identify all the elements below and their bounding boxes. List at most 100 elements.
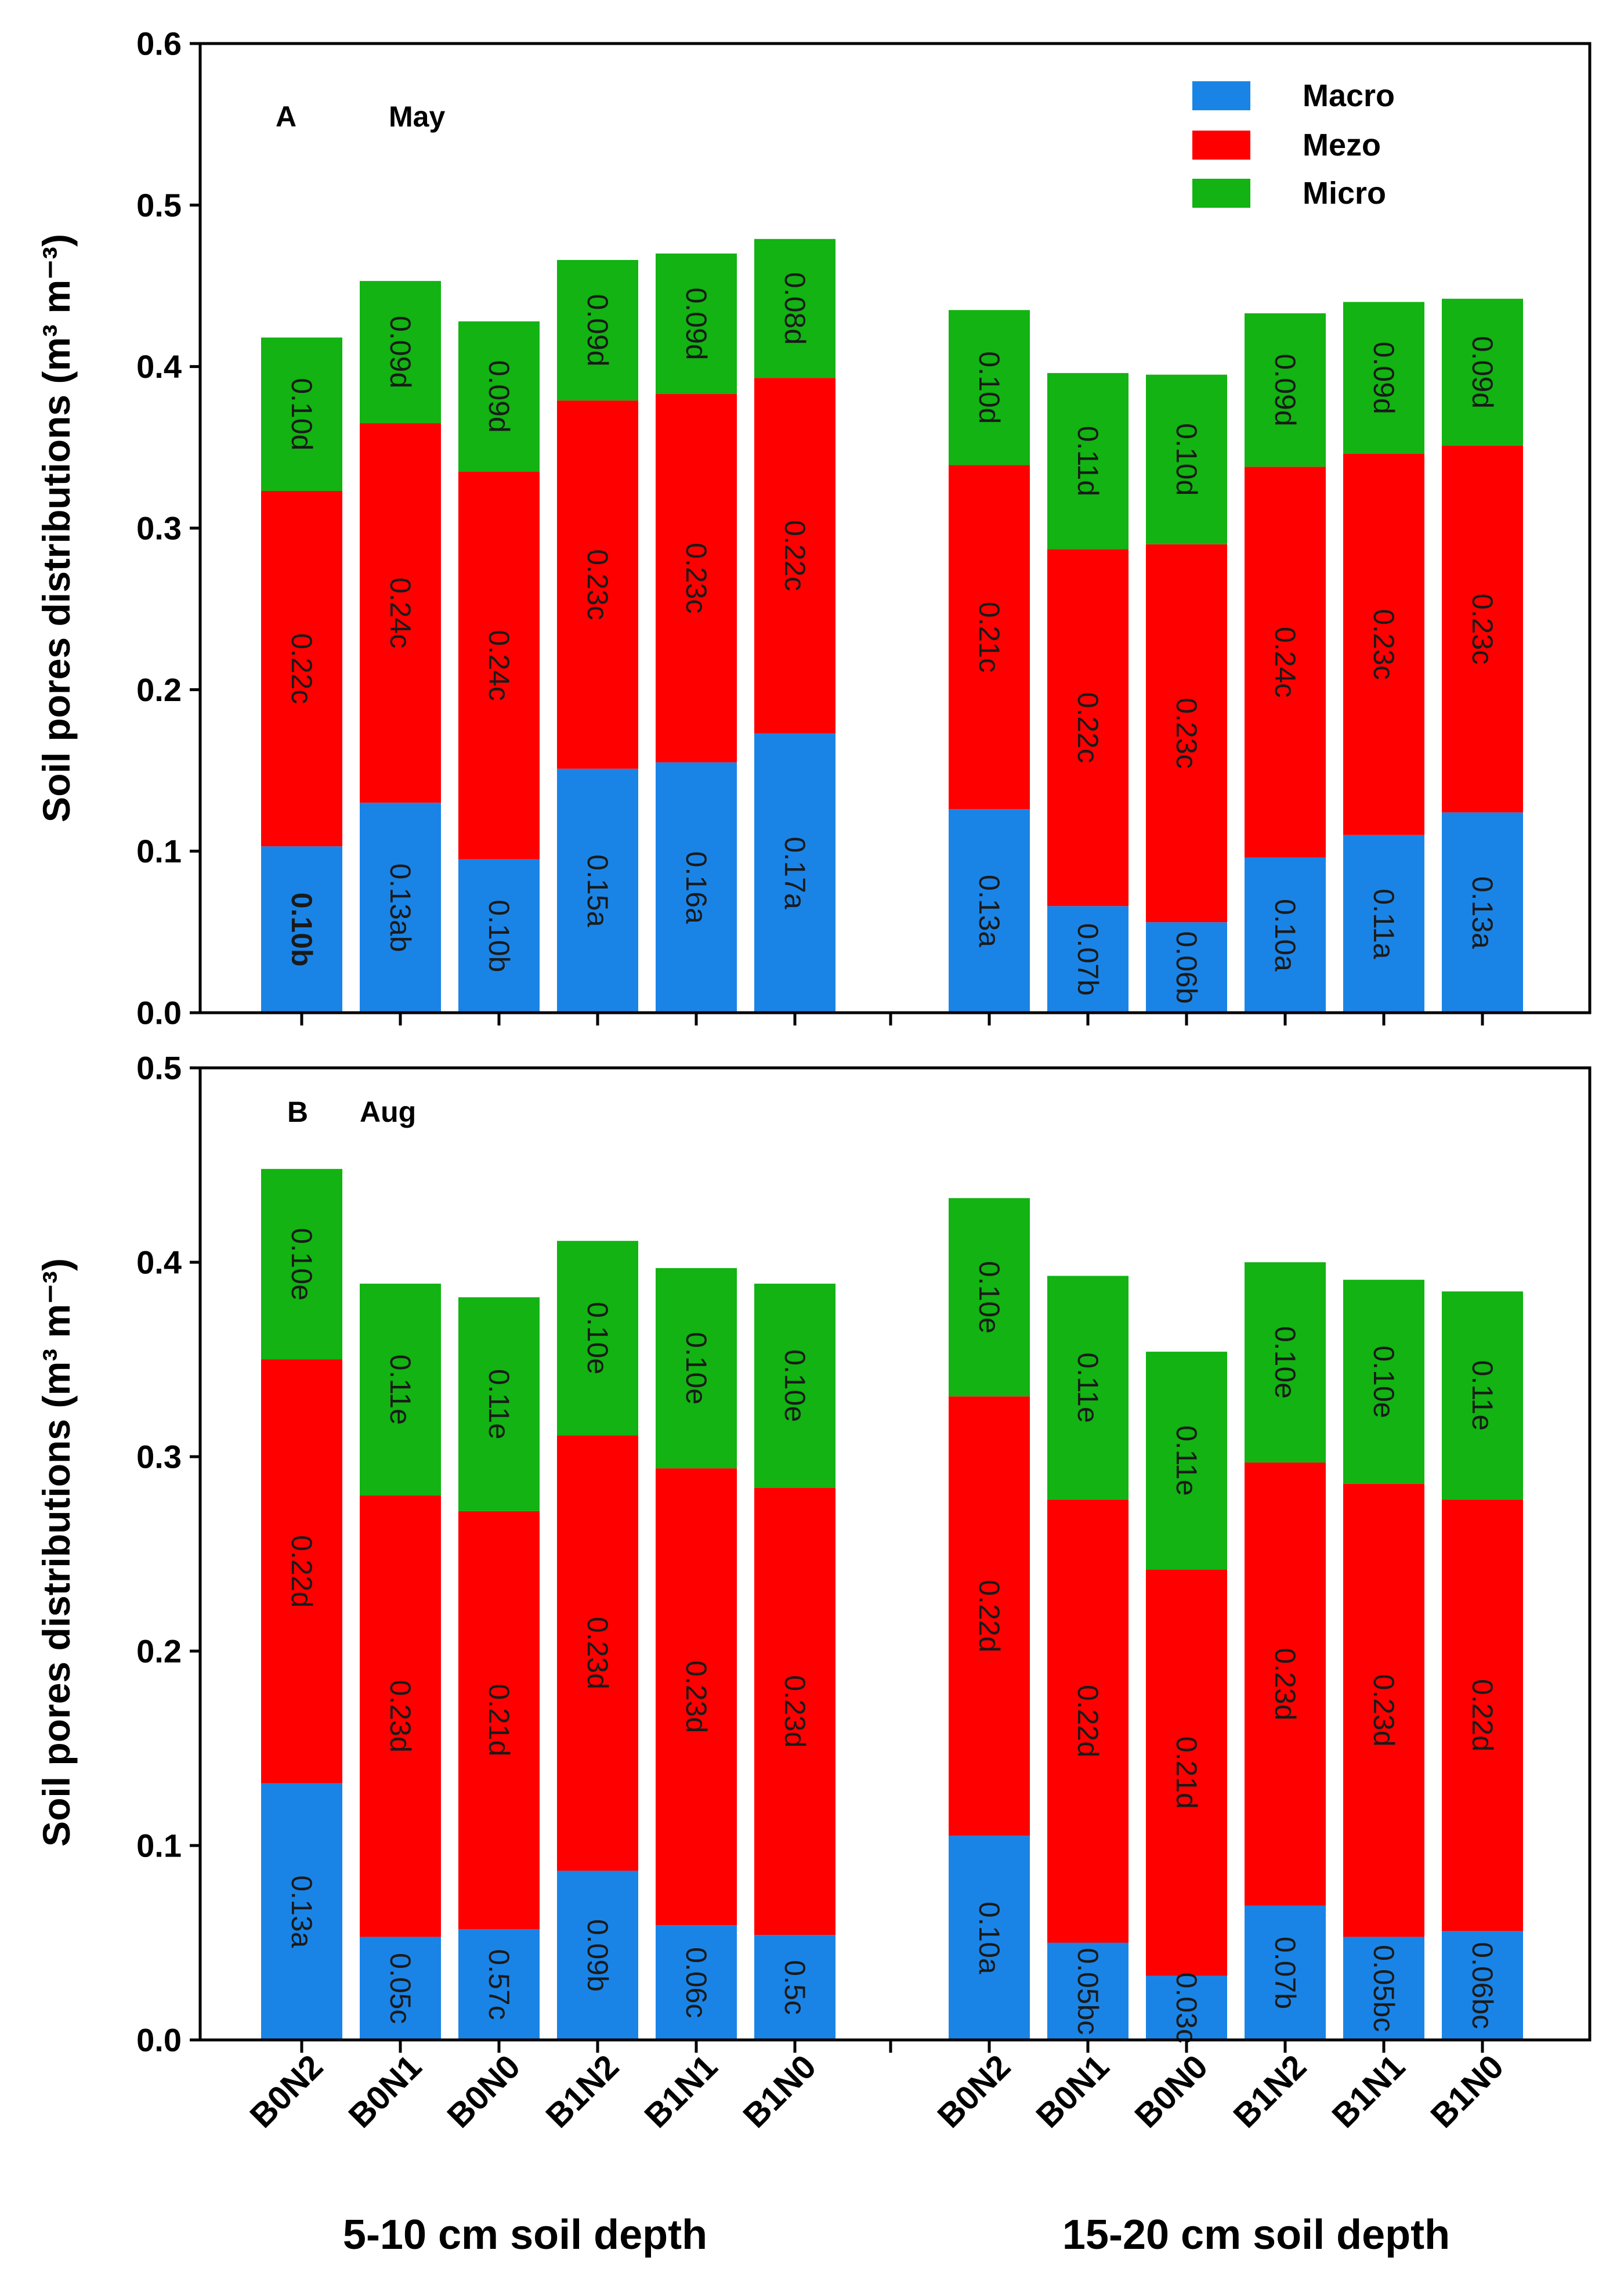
bar-segment-a-micro-10	[1245, 313, 1326, 467]
bar-segment-b-macro-9	[1146, 1976, 1227, 2040]
y-tick-label-b-0.2: 0.2	[136, 1633, 182, 1670]
y-tick-label-b-0.3: 0.3	[136, 1439, 182, 1475]
bar-segment-b-mezo-6	[754, 1487, 835, 1935]
bar-segment-a-macro-3	[458, 859, 540, 1013]
bar-segment-b-mezo-9	[1146, 1569, 1227, 1976]
bar-segment-a-mezo-5	[656, 393, 737, 763]
bar-segment-b-micro-1	[261, 1169, 342, 1360]
bar-label-b-macro-7: 0.10a	[973, 1902, 1005, 1974]
legend-swatch-mezo	[1192, 131, 1250, 160]
bar-label-a-micro-7: 0.10d	[973, 351, 1005, 424]
bar-label-b-micro-11: 0.10e	[1368, 1345, 1400, 1418]
bar-label-a-macro-8: 0.07b	[1072, 923, 1104, 996]
bar-segment-a-mezo-11	[1343, 453, 1424, 835]
bar-segment-b-micro-6	[754, 1283, 835, 1488]
bar-segment-b-mezo-12	[1442, 1499, 1523, 1931]
group-label-5-10cm: 5-10 cm soil depth	[343, 2212, 707, 2258]
bar-label-a-macro-9: 0.06b	[1170, 931, 1203, 1004]
bar-segment-b-mezo-5	[656, 1468, 737, 1926]
bar-segment-b-mezo-2	[360, 1496, 441, 1937]
bar-segment-a-micro-4	[557, 259, 638, 401]
y-tick-label-b-0.0: 0.0	[136, 2022, 182, 2059]
bar-segment-a-macro-4	[557, 768, 638, 1013]
panel-a-month: May	[389, 100, 445, 133]
bar-segment-a-mezo-4	[557, 400, 638, 769]
y-tick-label-a-0.4: 0.4	[136, 348, 182, 385]
bar-label-b-macro-5: 0.06c	[680, 1947, 712, 2018]
bar-segment-a-micro-11	[1343, 302, 1424, 454]
bar-segment-b-macro-3	[458, 1929, 540, 2040]
bar-label-b-mezo-10: 0.23d	[1269, 1648, 1301, 1720]
bar-segment-a-mezo-10	[1245, 467, 1326, 858]
bar-label-b-micro-3: 0.11e	[483, 1369, 515, 1439]
panel-a-bars	[261, 239, 1523, 1013]
bar-segment-a-micro-8	[1047, 373, 1129, 550]
bar-label-b-mezo-7: 0.22d	[973, 1580, 1005, 1652]
panel-a-y-axis-label: Soil pores distributions (m³ m⁻³)	[35, 234, 78, 822]
bar-label-b-micro-6: 0.10e	[779, 1349, 811, 1422]
bar-label-a-micro-3: 0.09d	[483, 360, 515, 433]
bar-label-b-micro-5: 0.10e	[680, 1332, 712, 1404]
bar-segment-b-micro-4	[557, 1241, 638, 1436]
bar-label-a-mezo-3: 0.24c	[483, 630, 515, 700]
bar-segment-b-micro-8	[1047, 1276, 1129, 1500]
bar-segment-b-mezo-11	[1343, 1483, 1424, 1937]
bar-label-b-macro-12: 0.06bc	[1466, 1942, 1499, 2029]
bar-label-a-macro-7: 0.13a	[973, 875, 1005, 947]
bar-label-a-macro-2: 0.13ab	[384, 864, 417, 952]
legend: Macro Mezo Micro	[1192, 78, 1395, 211]
bar-label-b-micro-1: 0.10e	[285, 1228, 318, 1301]
bar-label-a-mezo-9: 0.23c	[1170, 698, 1203, 768]
bar-label-a-mezo-10: 0.24c	[1269, 627, 1301, 698]
bar-label-b-micro-12: 0.11e	[1466, 1360, 1499, 1431]
bar-segment-b-macro-6	[754, 1935, 835, 2040]
bar-segment-a-macro-11	[1343, 835, 1424, 1013]
bar-label-b-macro-2: 0.05c	[384, 1953, 417, 2024]
group-label-15-20cm: 15-20 cm soil depth	[1062, 2212, 1450, 2258]
bar-segment-a-macro-12	[1442, 812, 1523, 1013]
panel-a-x-ticks	[300, 1013, 1484, 1025]
panel-b-bars	[261, 1169, 1523, 2040]
bar-label-a-mezo-2: 0.24c	[384, 577, 417, 648]
bar-label-b-macro-1: 0.13a	[285, 1875, 318, 1948]
bar-label-b-micro-8: 0.11e	[1072, 1352, 1104, 1422]
bar-label-b-mezo-9: 0.21d	[1170, 1736, 1203, 1809]
bar-segment-b-micro-7	[949, 1198, 1030, 1397]
bar-label-a-micro-2: 0.09d	[384, 316, 417, 388]
bar-segment-a-micro-9	[1146, 374, 1227, 544]
bar-label-a-micro-8: 0.11d	[1072, 426, 1104, 496]
bar-label-b-macro-10: 0.07b	[1269, 1937, 1301, 2009]
bar-label-b-mezo-2: 0.23d	[384, 1680, 417, 1753]
bar-label-a-micro-11: 0.09d	[1368, 342, 1400, 414]
bar-label-a-mezo-5: 0.23c	[680, 543, 712, 613]
bar-segment-b-macro-1	[261, 1783, 342, 2040]
bar-segment-a-macro-10	[1245, 857, 1326, 1013]
y-tick-label-a-0.0: 0.0	[136, 995, 182, 1031]
panel-b-bar-labels: 0.13a 0.22d 0.10e 0.05c 0.23d 0.11e 0.57c 0.21d…	[285, 1228, 1499, 2043]
bar-segment-b-micro-3	[458, 1297, 540, 1511]
bar-segment-a-macro-1	[261, 846, 342, 1013]
bar-segment-b-micro-11	[1343, 1280, 1424, 1484]
bar-label-a-mezo-7: 0.21c	[973, 602, 1005, 673]
bar-segment-a-micro-5	[656, 253, 737, 394]
panel-b-y-axis-label: Soil pores distributions (m³ m⁻³)	[35, 1258, 78, 1847]
bar-segment-a-micro-2	[360, 281, 441, 424]
bar-segment-a-mezo-6	[754, 378, 835, 734]
bar-label-b-macro-6: 0.5c	[779, 1960, 811, 2015]
bar-label-b-micro-7: 0.10e	[973, 1261, 1005, 1334]
bar-label-a-mezo-6: 0.22c	[779, 520, 811, 591]
bar-label-b-mezo-3: 0.21d	[483, 1684, 515, 1756]
bar-segment-a-mezo-7	[949, 465, 1030, 810]
bar-segment-a-micro-6	[754, 239, 835, 378]
bar-label-b-mezo-4: 0.23d	[581, 1617, 614, 1689]
bar-label-a-macro-11: 0.11a	[1368, 889, 1400, 959]
legend-label-macro: Macro	[1303, 78, 1395, 113]
bar-label-b-mezo-1: 0.22d	[285, 1535, 318, 1608]
bar-label-b-micro-4: 0.10e	[581, 1302, 614, 1374]
bar-label-a-mezo-8: 0.22c	[1072, 692, 1104, 763]
bar-segment-a-mezo-3	[458, 471, 540, 859]
bar-label-b-mezo-11: 0.23d	[1368, 1674, 1400, 1747]
bar-segment-a-mezo-2	[360, 423, 441, 803]
legend-swatch-macro	[1192, 81, 1250, 110]
bar-label-a-macro-3: 0.10b	[483, 900, 515, 972]
